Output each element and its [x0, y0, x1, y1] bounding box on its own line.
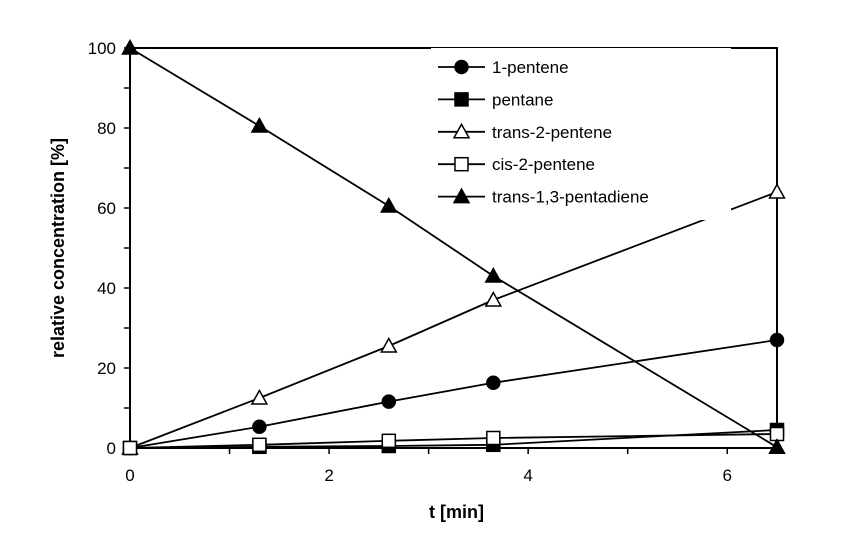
legend-label: trans-1,3-pentadiene	[492, 188, 649, 207]
y-tick-label: 20	[97, 359, 116, 378]
x-tick-label: 2	[324, 466, 333, 485]
data-point	[484, 266, 503, 283]
data-point	[380, 196, 398, 213]
legend-marker	[452, 122, 471, 139]
y-tick-label: 80	[97, 119, 116, 138]
data-point	[252, 419, 267, 435]
data-point	[769, 332, 785, 348]
data-point	[250, 116, 269, 133]
series-line	[129, 339, 778, 449]
legend-label: pentane	[492, 90, 553, 109]
y-tick-label: 60	[97, 199, 116, 218]
series-layer	[121, 38, 786, 456]
legend-entry: 1-pentene	[438, 58, 569, 77]
data-point	[484, 290, 503, 307]
data-point	[250, 388, 269, 405]
legend-marker	[454, 92, 469, 107]
legend-label: trans-2-pentene	[492, 123, 612, 142]
legend-entry: cis-2-pentene	[438, 155, 595, 174]
legend: 1-pentene pentane trans-2-pentene cis-2-pen…	[431, 48, 731, 220]
data-point	[381, 433, 397, 449]
legend-box	[431, 48, 731, 220]
y-axis-title: relative concentration [%]	[48, 138, 68, 358]
data-point	[252, 437, 267, 453]
series-line	[129, 191, 778, 449]
data-point	[486, 430, 501, 446]
data-point	[768, 182, 786, 199]
legend-marker	[454, 59, 469, 75]
data-point	[380, 336, 398, 353]
legend-marker	[452, 187, 471, 204]
legend-entry: trans-1,3-pentadiene	[438, 187, 649, 207]
data-point	[768, 438, 786, 454]
legend-marker	[454, 156, 469, 172]
x-tick-label: 0	[125, 466, 134, 485]
data-point	[381, 394, 397, 409]
y-tick-label: 0	[107, 439, 116, 458]
x-tick-label: 4	[523, 466, 532, 485]
data-point	[486, 375, 501, 391]
x-axis-title: t [min]	[429, 502, 484, 522]
legend-entry: pentane	[438, 90, 553, 109]
legend-entry: trans-2-pentene	[438, 122, 612, 142]
data-point	[121, 38, 139, 55]
x-tick-label: 6	[722, 466, 731, 485]
series-3	[121, 182, 786, 455]
series-4	[122, 426, 785, 456]
series-5	[121, 38, 786, 454]
data-point	[122, 440, 138, 456]
legend-label: cis-2-pentene	[492, 155, 595, 174]
legend-label: 1-pentene	[492, 58, 569, 77]
y-tick-label: 40	[97, 279, 116, 298]
y-tick-label: 100	[88, 39, 116, 58]
series-1	[122, 332, 785, 456]
